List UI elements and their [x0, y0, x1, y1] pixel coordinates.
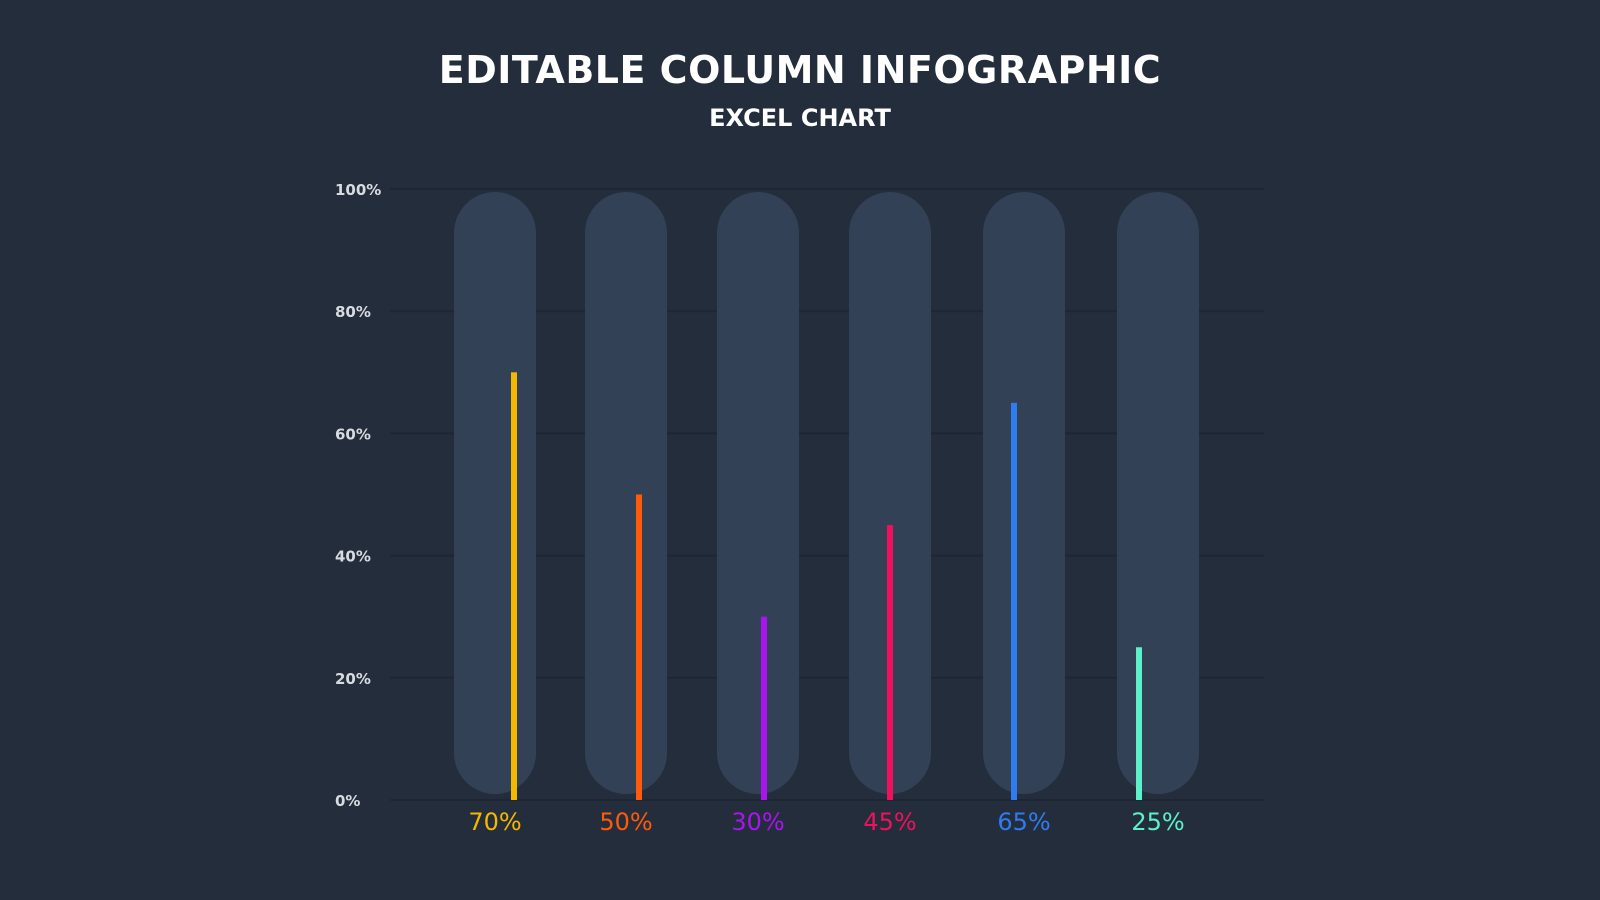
y-tick-label: 40% — [335, 548, 371, 566]
data-label: 65% — [997, 808, 1050, 836]
y-tick-label: 100% — [335, 181, 381, 199]
y-tick-label: 20% — [335, 670, 371, 688]
column-track — [454, 192, 536, 794]
bar — [887, 525, 893, 800]
column-track — [849, 192, 931, 794]
data-label: 30% — [731, 808, 784, 836]
bar — [1011, 402, 1017, 800]
chart-subtitle: EXCEL CHART — [709, 104, 891, 132]
column-track — [983, 192, 1065, 794]
data-label: 25% — [1131, 808, 1184, 836]
bar — [1136, 647, 1142, 800]
bar — [511, 372, 517, 800]
data-label: 45% — [863, 808, 916, 836]
data-label: 70% — [468, 808, 521, 836]
y-tick-label: 60% — [335, 425, 371, 443]
y-tick-label: 80% — [335, 303, 371, 321]
column-track — [585, 192, 667, 794]
bar — [761, 616, 767, 800]
y-tick-label: 0% — [335, 792, 360, 810]
column-track — [1117, 192, 1199, 794]
bar — [636, 494, 642, 800]
chart-title: EDITABLE COLUMN INFOGRAPHIC — [438, 48, 1162, 92]
column-track — [717, 192, 799, 794]
data-label: 50% — [599, 808, 652, 836]
